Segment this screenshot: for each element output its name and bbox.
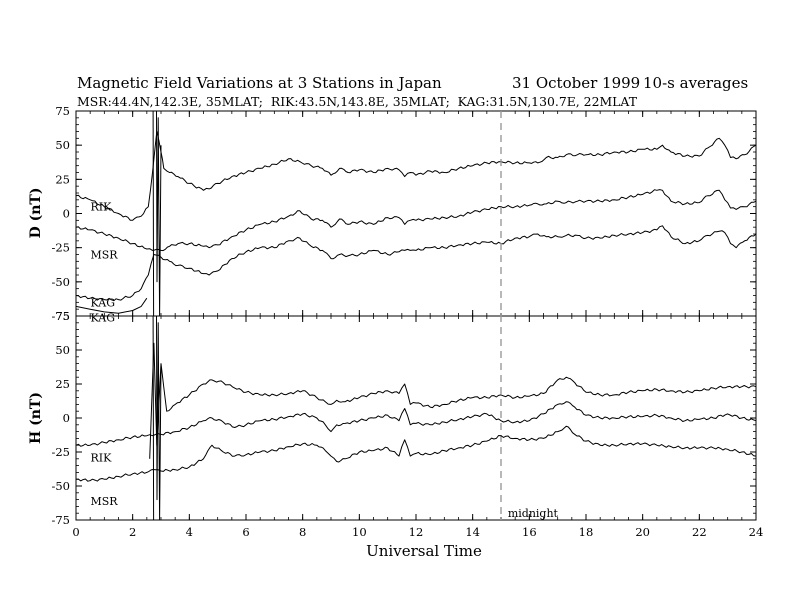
d-y-ticks: -75 -50 -25 0 25 50 75 [51,104,756,323]
h-y-tick-label: 50 [55,343,70,357]
stations-line: MSR:44.4N,142.3E, 35MLAT; RIK:43.5N,143.… [77,94,638,109]
h-label-msr: MSR [91,495,119,508]
d-series-line-1 [75,189,757,252]
x-axis-label: Universal Time [366,542,482,560]
x-tick-label: 6 [242,525,249,539]
d-series-line-2 [75,225,757,302]
d-station-labels: RIK MSR KAG KAG [91,201,119,325]
x-tick-label: 16 [522,525,537,539]
d-panel-frame [75,110,757,317]
x-tick-label: 10 [352,525,367,539]
d-label-kag: KAG [91,296,116,309]
d-label-rik: RIK [91,201,113,214]
x-tick-label: 18 [579,525,594,539]
x-tick-label: 14 [465,525,480,539]
d-series-line-5 [156,110,162,317]
d-axis-label: D (nT) [28,188,44,239]
d-series-group [75,110,757,317]
chart-title: Magnetic Field Variations at 3 Stations … [77,74,442,92]
x-tick-label: 8 [299,525,306,539]
d-label-kag: KAG [91,311,116,324]
h-panel-frame [75,315,757,521]
x-tick-label: 20 [635,525,650,539]
h-series-line-1 [75,401,757,447]
d-series-line-3 [75,297,148,314]
d-y-tick-label: 25 [55,172,70,186]
x-tick-label: 24 [749,525,764,539]
d-y-tick-label: -50 [51,275,70,289]
x-tick-label: 12 [409,525,424,539]
d-series-line-4 [152,110,155,317]
h-series-line-0 [149,342,757,459]
x-tick-label: 0 [72,525,79,539]
h-series-line-2 [75,425,757,482]
d-y-tick-label: 50 [55,138,70,152]
h-y-tick-label: -25 [51,445,70,459]
h-series-line-4 [156,315,162,521]
d-y-tick-label: 75 [55,104,70,118]
h-y-tick-label: -50 [51,479,70,493]
d-panel: D (nT) -75 -50 -25 0 25 50 75 RIK MSR KAG KAG [28,104,757,325]
h-label-rik: RIK [91,451,113,464]
x-tick-label: 22 [692,525,707,539]
d-label-msr: MSR [91,249,119,262]
h-y-tick-label: 75 [55,309,70,323]
h-series-line-3 [152,315,155,521]
h-y-tick-label: -75 [51,513,70,527]
midnight-marker: midnight [500,111,559,520]
d-x-ticks [75,111,757,316]
x-tick-label: 2 [129,525,136,539]
h-axis-label: H (nT) [28,392,44,444]
d-y-tick-label: -25 [51,241,70,255]
x-tick-label: 4 [186,525,193,539]
h-station-labels: RIK MSR [91,451,119,508]
midnight-annotation: midnight [508,507,559,520]
h-series-group [75,315,757,521]
d-y-tick-label: -75 [51,309,70,323]
chart-averaging: 10-s averages [643,74,748,92]
chart-date: 31 October 1999 [512,74,640,92]
h-x-ticks: 0 2 4 6 8 10 12 14 16 18 20 22 24 [72,316,763,539]
h-y-tick-label: 0 [63,411,70,425]
d-series-line-0 [75,131,757,221]
h-y-tick-label: 25 [55,377,70,391]
d-y-tick-label: 0 [63,207,70,221]
h-y-ticks: -75 -50 -25 0 25 50 75 [51,309,756,527]
